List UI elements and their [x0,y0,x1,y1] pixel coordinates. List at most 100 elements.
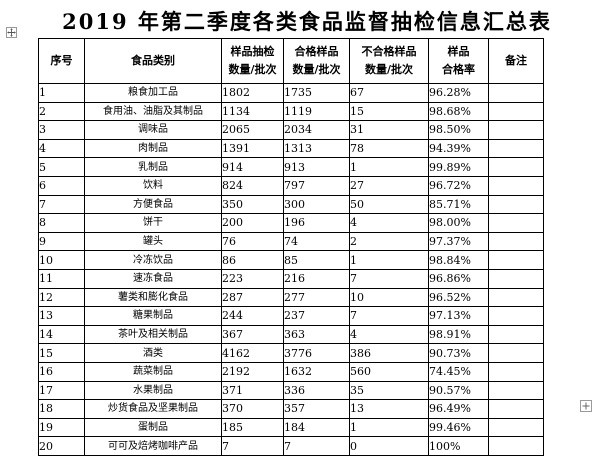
cell-no: 20 [38,436,85,456]
header-pass-rate: 样品 合格率 [428,38,489,84]
cell-category: 食用油、油脂及其制品 [84,101,222,122]
cell-category: 速冻食品 [84,268,222,289]
cell-no: 13 [38,306,85,326]
table-row: 20 可可及焙烤咖啡产品 7 7 0 100% [38,436,544,456]
cell-pass-rate: 97.13% [428,306,489,326]
cell-sampled-count: 1134 [221,101,284,122]
header-unqualified: 不合格样品 数量/批次 [349,38,429,84]
cell-pass-rate: 98.68% [428,101,489,122]
cell-note [488,306,544,326]
document-title: 2019 年第二季度各类食品监督抽检信息汇总表 [62,9,552,34]
cell-unqualified-count: 27 [349,175,429,196]
cell-note [488,213,544,233]
cell-qualified-count: 913 [283,157,350,177]
cell-category: 饮料 [84,175,222,196]
cell-unqualified-count: 7 [349,268,429,289]
table-row: 6 饮料 824 797 27 96.72% [38,175,544,196]
header-notes: 备注 [488,38,544,84]
cell-sampled-count: 2192 [221,361,284,382]
cell-no: 15 [38,343,85,363]
cell-no: 11 [38,268,85,289]
cell-no: 9 [38,231,85,252]
add-row-button[interactable] [580,400,592,412]
table-row: 18 炒货食品及坚果制品 370 357 13 96.49% [38,399,544,419]
cell-category: 蔬菜制品 [84,361,222,382]
cell-no: 6 [38,175,85,196]
cell-no: 19 [38,417,85,438]
cell-sampled-count: 4162 [221,343,284,363]
cell-no: 1 [38,83,85,103]
cell-category: 薯类和膨化食品 [84,287,222,308]
cell-unqualified-count: 13 [349,399,429,419]
cell-pass-rate: 98.91% [428,324,489,345]
cell-category: 酒类 [84,343,222,363]
cell-qualified-count: 300 [283,194,350,215]
cell-pass-rate: 99.89% [428,157,489,177]
cell-category: 罐头 [84,231,222,252]
move-arrows-icon [7,28,16,37]
cell-sampled-count: 914 [221,157,284,177]
cell-note [488,324,544,345]
cell-qualified-count: 74 [283,231,350,252]
cell-pass-rate: 98.50% [428,120,489,140]
table-row: 8 饼干 200 196 4 98.00% [38,213,544,233]
header-sampled: 样品抽检 数量/批次 [221,38,284,84]
cell-note [488,120,544,140]
cell-note [488,138,544,159]
cell-no: 4 [38,138,85,159]
table-row: 12 薯类和膨化食品 287 277 10 96.52% [38,287,544,308]
cell-no: 16 [38,361,85,382]
cell-note [488,157,544,177]
cell-no: 2 [38,101,85,122]
cell-unqualified-count: 1 [349,157,429,177]
cell-pass-rate: 74.45% [428,361,489,382]
table-row: 4 肉制品 1391 1313 78 94.39% [38,138,544,159]
header-no: 序号 [38,38,85,84]
cell-qualified-count: 7 [283,436,350,456]
cell-category: 水果制品 [84,380,222,401]
cell-qualified-count: 336 [283,380,350,401]
cell-sampled-count: 1391 [221,138,284,159]
cell-qualified-count: 3776 [283,343,350,363]
cell-pass-rate: 90.73% [428,343,489,363]
cell-category: 粮食加工品 [84,83,222,103]
cell-sampled-count: 287 [221,287,284,308]
table-row: 17 水果制品 371 336 35 90.57% [38,380,544,401]
cell-qualified-count: 1632 [283,361,350,382]
inspection-summary-table: 序号 食品类别 样品抽检 数量/批次 合格样品 数量/批次 不合格样品 数量/批次 样… [38,38,544,456]
table-row: 5 乳制品 914 913 1 99.89% [38,157,544,177]
cell-pass-rate: 96.52% [428,287,489,308]
cell-pass-rate: 97.37% [428,231,489,252]
cell-qualified-count: 357 [283,399,350,419]
cell-note [488,399,544,419]
cell-pass-rate: 98.00% [428,213,489,233]
cell-note [488,83,544,103]
cell-pass-rate: 96.49% [428,399,489,419]
table-header-row: 序号 食品类别 样品抽检 数量/批次 合格样品 数量/批次 不合格样品 数量/批次 样… [38,38,544,84]
cell-qualified-count: 237 [283,306,350,326]
cell-no: 14 [38,324,85,345]
cell-unqualified-count: 31 [349,120,429,140]
cell-note [488,194,544,215]
cell-no: 12 [38,287,85,308]
table-row: 19 蛋制品 185 184 1 99.46% [38,417,544,438]
cell-sampled-count: 185 [221,417,284,438]
table-row: 13 糖果制品 244 237 7 97.13% [38,306,544,326]
cell-note [488,343,544,363]
table-row: 10 冷冻饮品 86 85 1 98.84% [38,250,544,270]
cell-sampled-count: 7 [221,436,284,456]
cell-note [488,231,544,252]
cell-qualified-count: 2034 [283,120,350,140]
cell-qualified-count: 797 [283,175,350,196]
cell-category: 糖果制品 [84,306,222,326]
cell-qualified-count: 277 [283,287,350,308]
cell-no: 7 [38,194,85,215]
table-move-handle[interactable] [6,27,17,38]
cell-note [488,101,544,122]
cell-unqualified-count: 560 [349,361,429,382]
cell-pass-rate: 94.39% [428,138,489,159]
cell-unqualified-count: 10 [349,287,429,308]
cell-unqualified-count: 1 [349,250,429,270]
cell-category: 乳制品 [84,157,222,177]
header-qualified: 合格样品 数量/批次 [283,38,350,84]
